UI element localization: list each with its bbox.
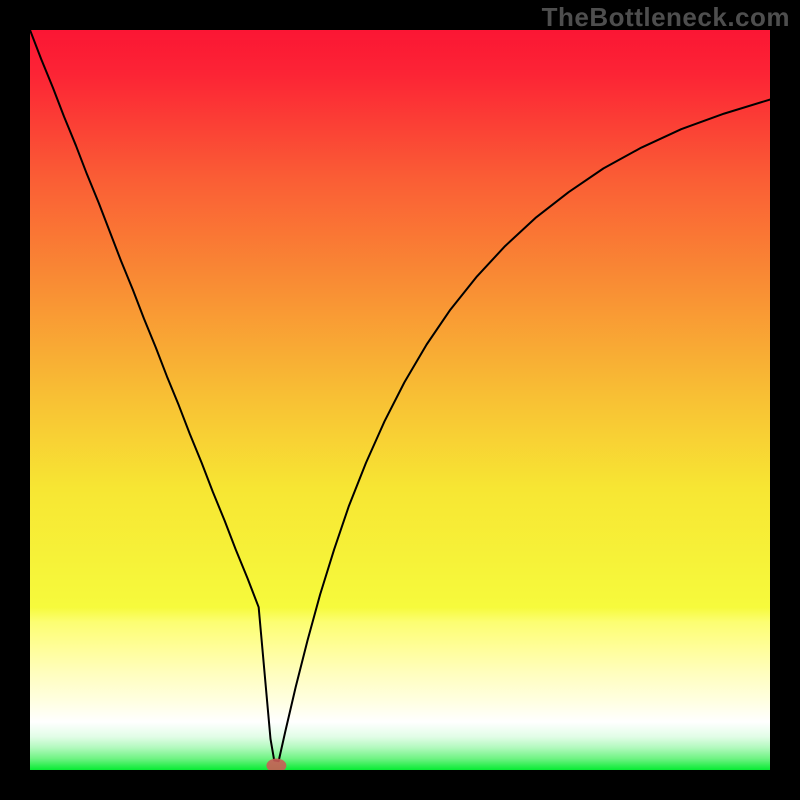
watermark-text: TheBottleneck.com (542, 2, 790, 33)
plot-area (30, 30, 770, 770)
plot-background (30, 30, 770, 770)
plot-svg (30, 30, 770, 770)
chart-frame: TheBottleneck.com (0, 0, 800, 800)
